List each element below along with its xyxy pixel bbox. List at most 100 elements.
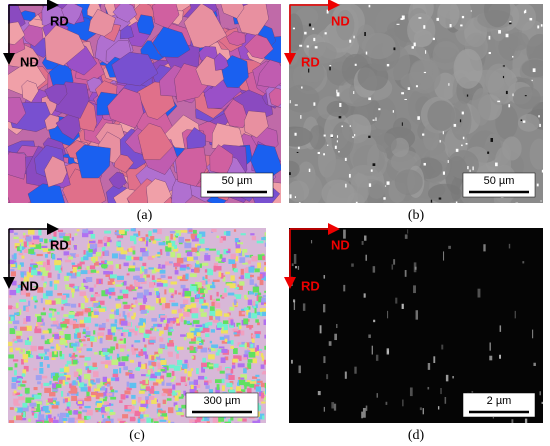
grain [19,299,27,302]
grain [187,322,193,326]
grain [234,334,240,337]
grain [12,391,19,396]
particle [483,244,486,252]
panel-caption: (a) [137,208,153,223]
speck [353,91,355,95]
grain [80,343,84,347]
grain [203,328,210,333]
grain [250,343,254,348]
grain [199,298,204,304]
grain [204,376,208,380]
grain [22,380,27,384]
grain [195,243,201,248]
speck [455,201,458,203]
grain [160,274,166,278]
grain [75,254,80,257]
grain [233,355,240,360]
grain [240,233,246,236]
grain [56,311,60,315]
grain [133,256,140,261]
panel-caption: (b) [408,208,425,223]
grain [119,344,126,349]
grain [96,402,103,408]
grain [242,262,249,265]
grain [110,389,115,394]
particle [452,376,454,379]
grain [131,304,136,308]
grain [167,407,174,414]
grain [106,240,109,244]
grain [235,245,241,251]
grain [228,375,235,381]
grain [174,345,178,352]
grain [113,336,117,342]
grain [19,309,22,315]
grain [39,367,44,374]
grain [40,375,48,379]
grain [85,326,90,331]
grain [240,330,245,336]
particle [471,390,474,395]
grain [192,422,197,423]
grain [71,288,75,293]
grain [105,318,110,322]
grain [136,354,141,358]
grain [42,405,49,412]
grain [248,312,251,319]
grain [209,310,216,317]
grain [134,340,141,343]
grain [118,264,122,270]
grain [55,373,59,378]
grain [35,261,43,264]
grain [91,382,96,385]
particle [391,264,394,270]
grain [82,232,89,238]
grain [229,323,234,328]
grain [252,376,258,379]
grain [80,303,85,310]
grain [125,286,133,292]
grain [511,4,537,31]
grain [68,314,75,319]
grain [124,409,132,412]
speck [329,65,332,67]
grain [206,362,211,368]
grain [158,416,164,419]
grain [49,380,52,385]
grain [321,179,355,203]
grain [47,398,53,403]
speck [344,157,347,161]
grain [194,328,202,333]
grain [139,331,144,335]
grain [529,138,543,170]
grain [14,312,20,316]
grain [142,347,147,352]
particle [407,229,409,234]
grain [184,307,188,312]
grain [265,344,266,348]
grain [246,309,250,315]
grain [264,262,266,266]
grain [258,413,265,420]
grain [126,354,130,357]
grain [245,255,250,258]
grain [85,333,91,337]
grain [8,229,14,233]
grain [82,278,88,283]
grain [156,291,159,296]
grain [248,266,255,273]
grain [93,302,99,307]
grain [133,275,140,280]
particle [433,356,436,364]
grain [138,230,141,236]
particle [343,229,346,239]
grain [198,286,203,291]
grain [136,366,140,371]
grain [191,313,199,319]
particle [437,406,440,410]
grain [169,318,176,321]
grain [15,347,21,351]
grain [12,320,20,325]
grain [102,398,107,402]
grain [76,271,81,277]
